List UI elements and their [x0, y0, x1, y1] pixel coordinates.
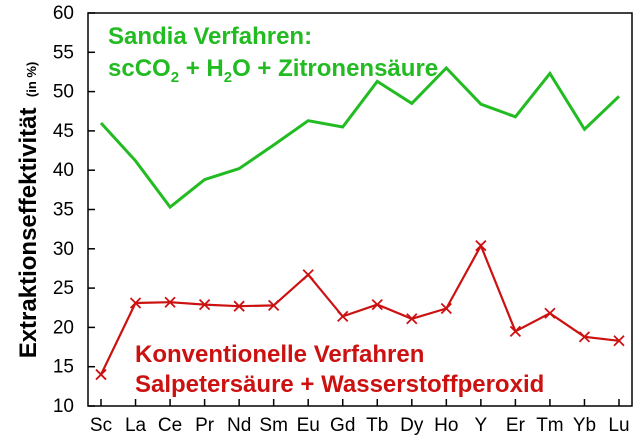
- x-axis-ticks: Sc La Ce Pr Nd Sm Eu Gd Tb Dy Ho Y Er Tm Yb Lu: [90, 399, 630, 436]
- x-tick-label: Y: [475, 415, 488, 436]
- x-tick-label: Dy: [400, 415, 424, 436]
- data-point-marker: [578, 331, 591, 343]
- data-point-marker: [268, 299, 280, 312]
- x-tick-label: La: [125, 415, 147, 436]
- data-point-marker: [198, 298, 211, 311]
- y-tick-label: 25: [53, 278, 74, 299]
- y-tick-label: 35: [53, 200, 74, 221]
- data-point-marker: [371, 298, 383, 311]
- data-point-marker: [164, 296, 176, 308]
- x-tick-label: Eu: [297, 415, 320, 436]
- data-point-marker: [95, 368, 107, 381]
- data-point-marker: [509, 325, 522, 337]
- x-tick-label: Tb: [366, 415, 388, 436]
- y-axis-title: Extraktionseffektivität (in %): [15, 62, 42, 359]
- x-tick-label: Yb: [573, 415, 596, 436]
- green-annotation-line2: scCO2 + H2O + Zitronensäure: [108, 55, 438, 86]
- y-axis-unit: (in %): [24, 62, 39, 97]
- data-point-marker: [544, 307, 556, 319]
- x-tick-label: Ho: [434, 415, 458, 436]
- data-point-marker: [613, 335, 625, 347]
- y-tick-label: 20: [53, 317, 74, 338]
- x-tick-label: Pr: [195, 415, 215, 436]
- x-tick-label: Tm: [536, 415, 563, 436]
- data-point-marker: [337, 310, 349, 323]
- y-tick-label: 50: [53, 82, 74, 103]
- x-tick-label: Gd: [330, 415, 355, 436]
- series-line-sandia: [99, 65, 621, 210]
- y-tick-label: 30: [53, 239, 74, 260]
- y-tick-label: 45: [53, 121, 74, 142]
- red-annotation-line2: Salpetersäure + Wasserstoffperoxid: [135, 371, 544, 398]
- data-point-marker: [233, 300, 245, 312]
- x-tick-label: Ce: [158, 415, 182, 436]
- y-tick-label: 55: [53, 42, 74, 63]
- data-point-marker: [406, 313, 418, 325]
- x-tick-label: Lu: [608, 415, 629, 436]
- x-tick-label: Er: [506, 415, 526, 436]
- data-point-marker: [475, 240, 487, 252]
- data-point-marker: [302, 269, 314, 281]
- data-point-marker: [129, 297, 142, 309]
- series-layer: [95, 65, 625, 381]
- red-annotation-line1: Konventionelle Verfahren: [135, 341, 424, 368]
- y-tick-label: 40: [53, 160, 74, 181]
- x-tick-label: Sm: [259, 415, 288, 436]
- y-tick-label: 10: [53, 396, 74, 417]
- data-point-marker: [440, 302, 452, 315]
- y-tick-label: 15: [53, 357, 74, 378]
- x-tick-label: Nd: [227, 415, 251, 436]
- green-annotation-line1: Sandia Verfahren:: [108, 23, 312, 50]
- x-tick-label: Sc: [90, 415, 112, 436]
- y-tick-label: 60: [53, 3, 74, 24]
- series-line-conventional: [100, 243, 620, 376]
- y-axis-label: Extraktionseffektivität: [15, 108, 42, 359]
- y-axis-ticks: 10 15 20 25 30 35 40 45 50 55 60: [53, 3, 95, 417]
